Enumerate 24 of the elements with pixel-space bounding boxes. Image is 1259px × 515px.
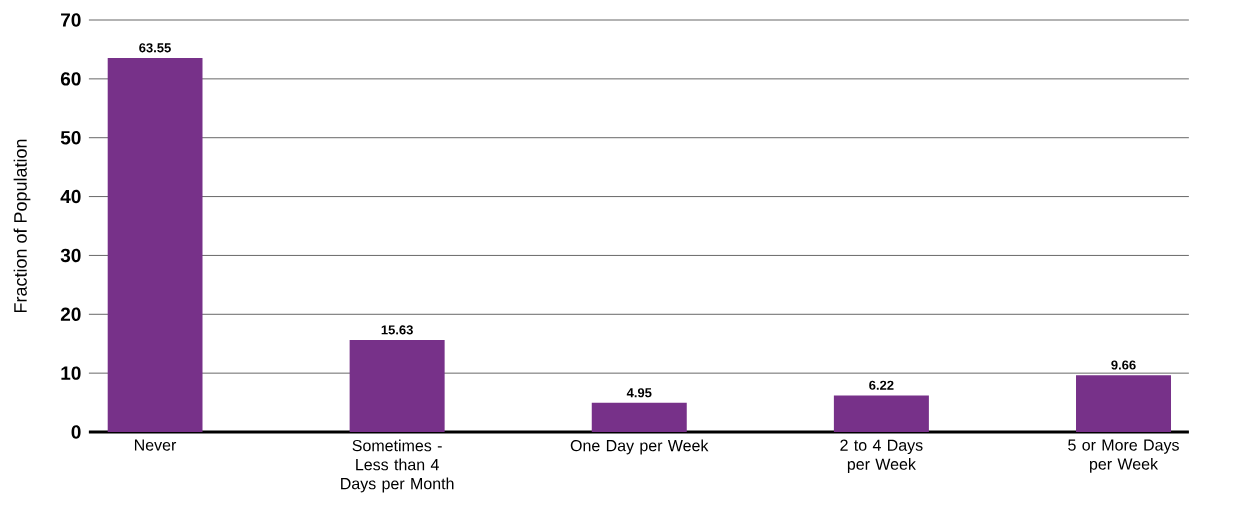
- bar: [1076, 375, 1172, 432]
- x-tick-label: 5 or More Days per Week: [1068, 439, 1179, 473]
- y-tick-label: 40: [60, 189, 81, 204]
- y-tick-label: 30: [60, 248, 81, 263]
- data-label: 4.95: [626, 388, 652, 398]
- x-tick-label: One Day per Week: [570, 439, 709, 455]
- bar: [591, 402, 687, 432]
- data-label: 9.66: [1111, 360, 1136, 370]
- y-tick-label: 10: [61, 366, 81, 380]
- y-tick-label: 60: [60, 72, 81, 86]
- y-tick-label: 70: [61, 13, 81, 27]
- bar: [107, 57, 203, 432]
- x-tick-label: Sometimes - Less than 4 Days per Month: [341, 439, 454, 493]
- y-tick-label: 50: [60, 130, 81, 145]
- data-label: 6.22: [869, 380, 894, 390]
- bar: [349, 340, 445, 432]
- y-tick-label: 20: [60, 307, 81, 322]
- data-label: 63.55: [139, 43, 171, 53]
- y-axis-title: Fraction of Population: [13, 139, 31, 313]
- bar: [833, 395, 929, 432]
- y-tick-label: 0: [71, 425, 81, 439]
- data-label: 15.63: [381, 325, 413, 335]
- x-tick-label: Never: [134, 439, 177, 451]
- x-tick-label: 2 to 4 Days per Week: [840, 439, 923, 474]
